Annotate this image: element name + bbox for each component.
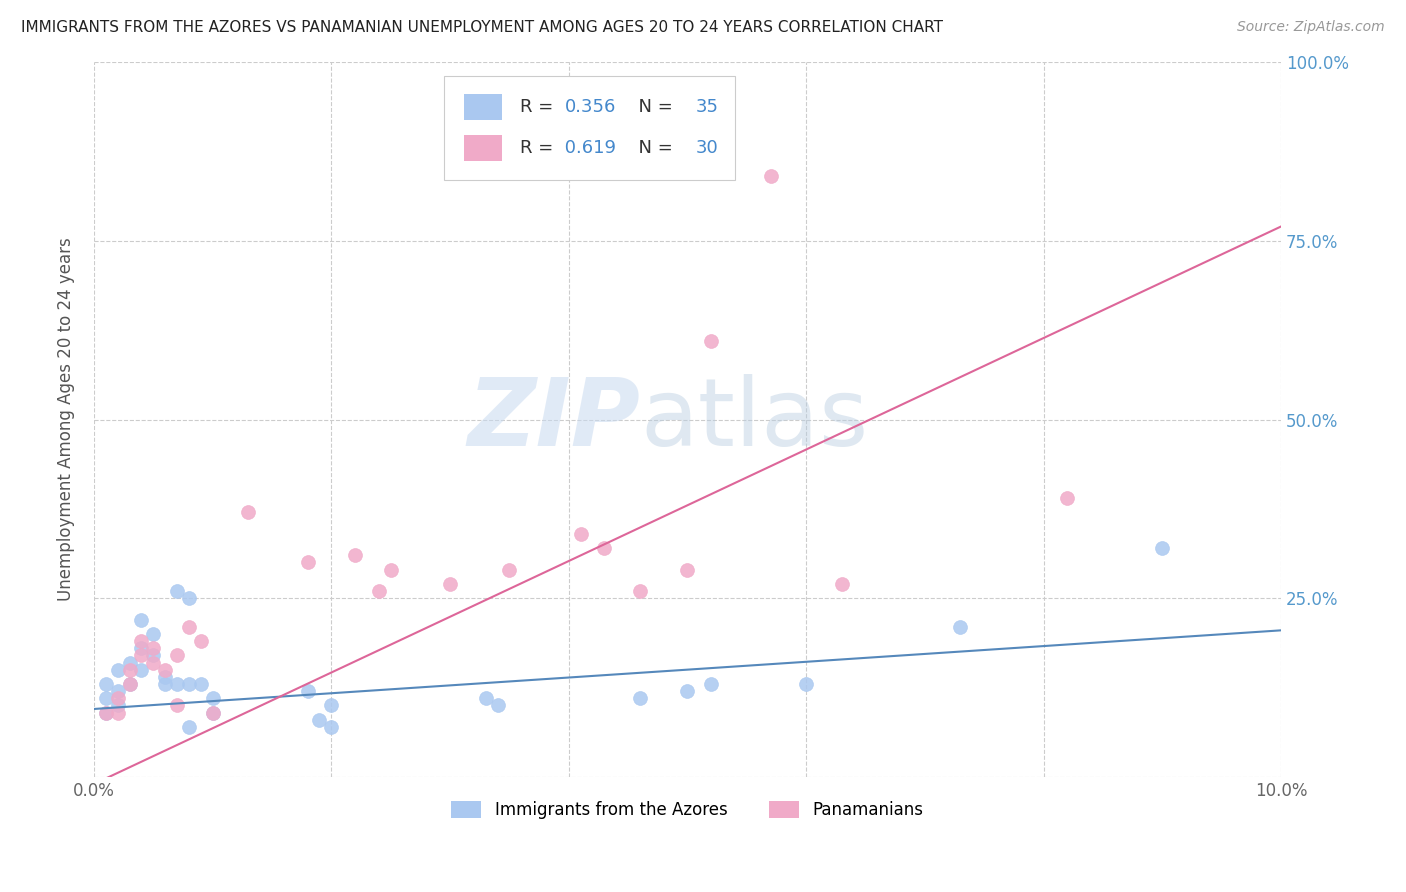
Point xyxy=(153,663,176,677)
Point xyxy=(107,691,129,706)
Point xyxy=(142,656,165,670)
Point xyxy=(142,648,165,663)
Point xyxy=(308,713,330,727)
FancyBboxPatch shape xyxy=(444,77,735,180)
Point xyxy=(131,641,153,656)
Point xyxy=(177,720,200,734)
Point xyxy=(1152,541,1174,556)
Point xyxy=(153,677,176,691)
Point xyxy=(593,541,616,556)
Point xyxy=(94,691,117,706)
Point xyxy=(131,613,153,627)
Point xyxy=(700,677,723,691)
Point xyxy=(700,334,723,348)
Point xyxy=(676,563,699,577)
Point xyxy=(628,584,651,599)
Point xyxy=(166,677,188,691)
Point xyxy=(794,677,817,691)
Point xyxy=(190,634,212,648)
Point xyxy=(474,691,496,706)
Point xyxy=(142,641,165,656)
Point xyxy=(107,706,129,720)
Point xyxy=(177,620,200,634)
Point xyxy=(190,677,212,691)
Point xyxy=(201,706,224,720)
Point xyxy=(107,684,129,698)
Point xyxy=(166,698,188,713)
Point xyxy=(107,698,129,713)
Point xyxy=(676,684,699,698)
Text: R =: R = xyxy=(520,139,560,157)
Text: IMMIGRANTS FROM THE AZORES VS PANAMANIAN UNEMPLOYMENT AMONG AGES 20 TO 24 YEARS : IMMIGRANTS FROM THE AZORES VS PANAMANIAN… xyxy=(21,20,943,35)
Point xyxy=(118,663,141,677)
Text: R =: R = xyxy=(520,98,560,116)
Point xyxy=(131,634,153,648)
Point xyxy=(131,648,153,663)
Text: 0.356: 0.356 xyxy=(565,98,617,116)
Point xyxy=(831,577,853,591)
Point xyxy=(321,698,343,713)
Text: atlas: atlas xyxy=(640,374,869,466)
Point xyxy=(94,706,117,720)
Point xyxy=(439,577,461,591)
Point xyxy=(1056,491,1078,505)
Point xyxy=(118,677,141,691)
Point xyxy=(201,706,224,720)
Point xyxy=(107,663,129,677)
Point xyxy=(118,656,141,670)
Point xyxy=(759,169,782,184)
Point xyxy=(177,677,200,691)
Point xyxy=(94,677,117,691)
Text: Source: ZipAtlas.com: Source: ZipAtlas.com xyxy=(1237,20,1385,34)
Point xyxy=(118,677,141,691)
Point xyxy=(367,584,389,599)
FancyBboxPatch shape xyxy=(464,135,502,161)
Text: 30: 30 xyxy=(696,139,718,157)
Point xyxy=(166,584,188,599)
Point xyxy=(344,549,367,563)
Point xyxy=(321,720,343,734)
Point xyxy=(949,620,972,634)
Text: 35: 35 xyxy=(696,98,718,116)
Point xyxy=(486,698,509,713)
Point xyxy=(131,663,153,677)
Point xyxy=(380,563,402,577)
Legend: Immigrants from the Azores, Panamanians: Immigrants from the Azores, Panamanians xyxy=(444,794,931,826)
Point xyxy=(238,505,260,519)
Point xyxy=(153,670,176,684)
Text: N =: N = xyxy=(627,98,679,116)
Text: 0.619: 0.619 xyxy=(560,139,616,157)
Point xyxy=(201,691,224,706)
FancyBboxPatch shape xyxy=(464,95,502,120)
Text: N =: N = xyxy=(627,139,679,157)
Text: ZIP: ZIP xyxy=(467,374,640,466)
Point xyxy=(628,691,651,706)
Point xyxy=(569,526,592,541)
Point xyxy=(94,706,117,720)
Point xyxy=(142,627,165,641)
Point xyxy=(297,684,319,698)
Point xyxy=(177,591,200,606)
Point xyxy=(166,648,188,663)
Y-axis label: Unemployment Among Ages 20 to 24 years: Unemployment Among Ages 20 to 24 years xyxy=(58,237,75,601)
Point xyxy=(498,563,520,577)
Point xyxy=(297,556,319,570)
